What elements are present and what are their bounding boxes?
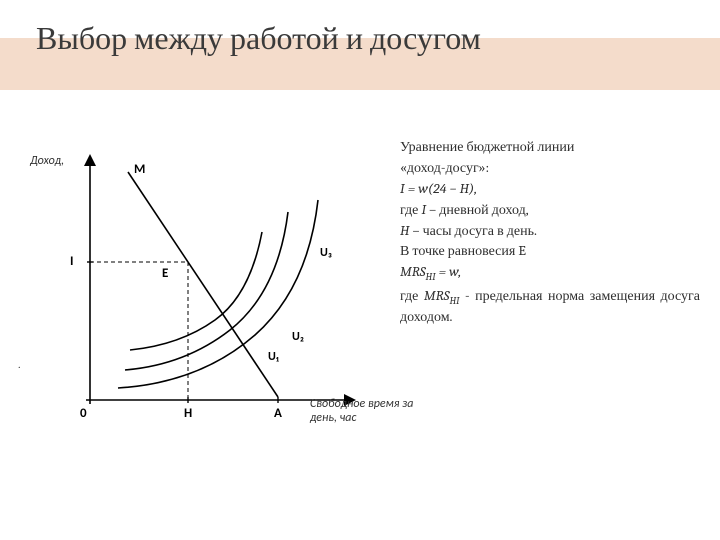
eq-line-1: Уравнение бюджетной линии	[400, 138, 700, 157]
eq-line-3: где I – дневной доход,	[400, 201, 700, 220]
income-leisure-chart: Доход, Свободное время за день, час M I …	[30, 140, 400, 460]
eq-line-4: H – часы досуга в день.	[400, 222, 700, 241]
page-title: Выбор между работой и досугом	[36, 20, 481, 57]
eq-line-5: В точке равновесия E	[400, 242, 700, 261]
x-axis-label: Свободное время за день, час	[310, 397, 420, 426]
label-A: A	[274, 406, 282, 421]
y-axis-label: Доход,	[30, 154, 64, 168]
label-I: I	[70, 254, 73, 269]
label-E: E	[162, 266, 168, 281]
eq-line-1b: «доход-досуг»:	[400, 159, 700, 178]
label-origin: 0	[80, 406, 87, 421]
label-U1: U₁	[268, 350, 279, 364]
eq-line-6: MRSHI = w,	[400, 263, 700, 284]
label-M: M	[134, 162, 145, 177]
eq-line-7: где MRSHI - предельная норма замещения д…	[400, 287, 700, 327]
explanation-text: Уравнение бюджетной линии «доход-досуг»:…	[400, 138, 700, 329]
eq-line-2: I = w(24 − H),	[400, 180, 700, 199]
label-U3: U₃	[320, 246, 332, 260]
bullet-marker: .	[18, 358, 21, 371]
label-U2: U₂	[292, 330, 304, 344]
label-H: H	[184, 406, 192, 421]
